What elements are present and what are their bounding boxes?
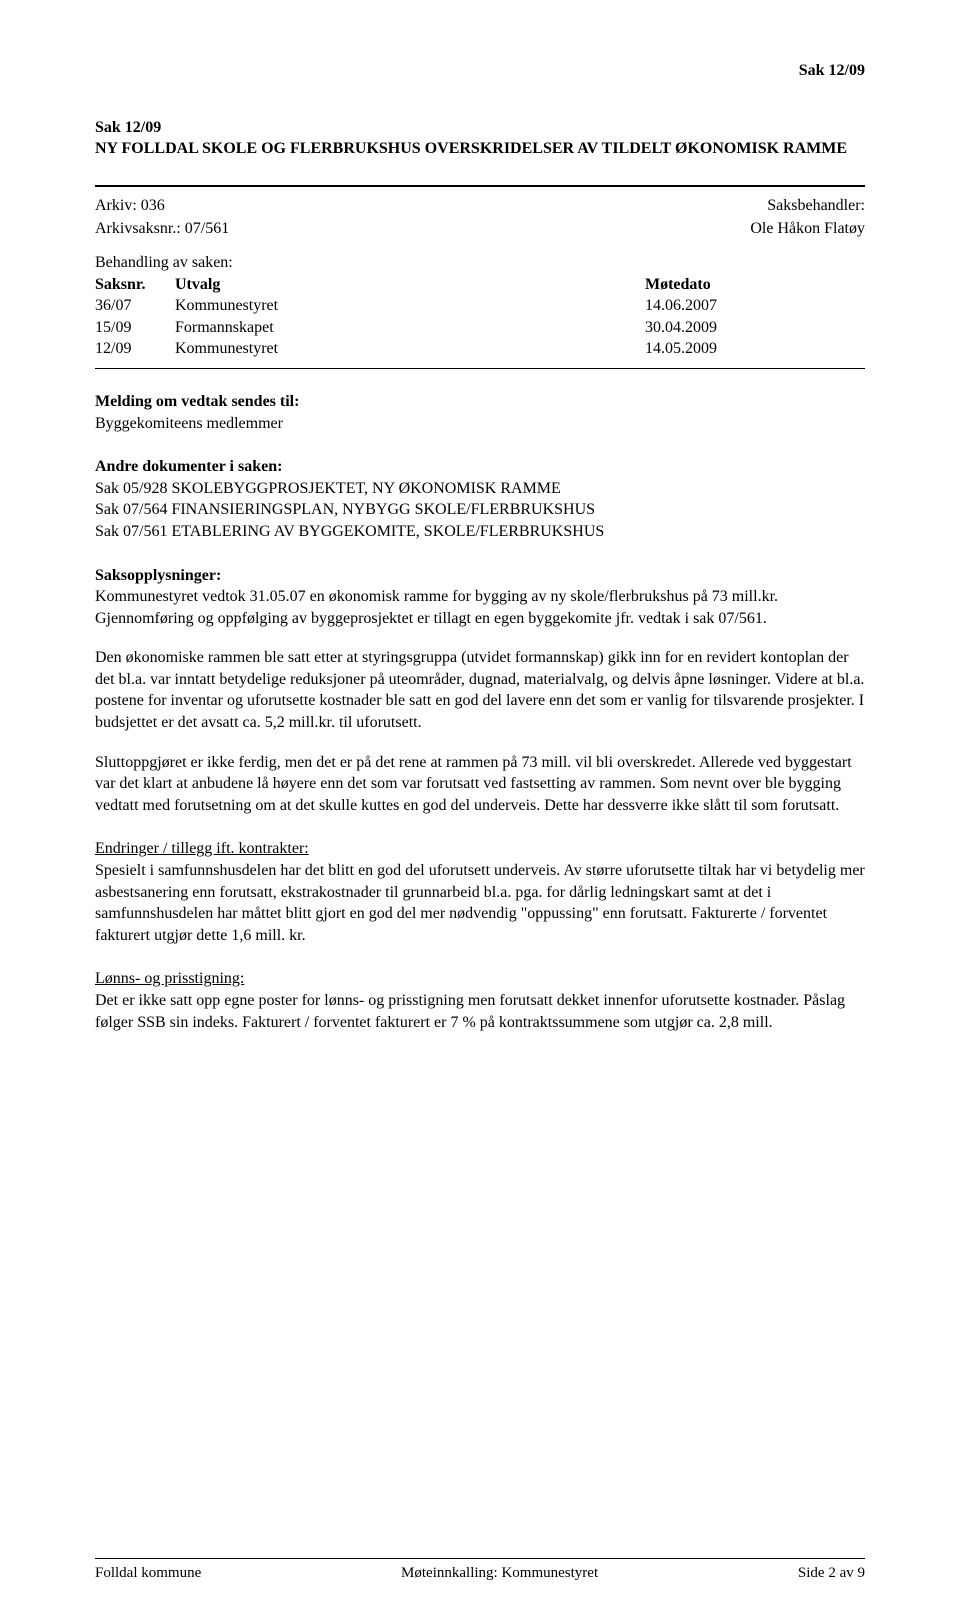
divider-thin <box>95 368 865 369</box>
col-utvalg-header: Utvalg <box>175 274 645 296</box>
lonns-heading: Lønns- og prisstigning: <box>95 968 865 990</box>
title-line-2: NY FOLLDAL SKOLE OG FLERBRUKSHUS OVERSKR… <box>95 138 865 160</box>
saksopplysninger-para-1: Kommunestyret vedtok 31.05.07 en økonomi… <box>95 586 865 629</box>
endringer-section: Endringer / tillegg ift. kontrakter: Spe… <box>95 838 865 946</box>
saksopplysninger-para-3: Sluttoppgjøret er ikke ferdig, men det e… <box>95 752 865 817</box>
lonns-para: Det er ikke satt opp egne poster for løn… <box>95 990 865 1033</box>
footer-row: Folldal kommune Møteinnkalling: Kommunes… <box>95 1563 865 1583</box>
endringer-heading: Endringer / tillegg ift. kontrakter: <box>95 838 865 860</box>
footer-right: Side 2 av 9 <box>798 1563 865 1583</box>
saksopplysninger-section: Saksopplysninger: Kommunestyret vedtok 3… <box>95 565 865 817</box>
table-row: 15/09 Formannskapet 30.04.2009 <box>95 317 865 339</box>
saksopplysninger-heading: Saksopplysninger: <box>95 565 865 587</box>
arkiv-label: Arkiv: 036 <box>95 195 165 217</box>
cell-utvalg: Formannskapet <box>175 317 645 339</box>
page-footer: Folldal kommune Møteinnkalling: Kommunes… <box>95 1558 865 1583</box>
arkivsaksnr-label: Arkivsaksnr.: 07/561 <box>95 218 229 240</box>
melding-heading: Melding om vedtak sendes til: <box>95 391 865 413</box>
behandling-section: Behandling av saken: Saksnr. Utvalg Møte… <box>95 252 865 360</box>
col-motedato-header: Møtedato <box>645 274 865 296</box>
cell-utvalg: Kommunestyret <box>175 295 645 317</box>
saksopplysninger-para-2: Den økonomiske rammen ble satt etter at … <box>95 647 865 733</box>
footer-divider <box>95 1558 865 1559</box>
meeting-table-header: Saksnr. Utvalg Møtedato <box>95 274 865 296</box>
lonns-section: Lønns- og prisstigning: Det er ikke satt… <box>95 968 865 1033</box>
cell-saksnr: 12/09 <box>95 338 175 360</box>
arkiv-row-1: Arkiv: 036 Saksbehandler: <box>95 195 865 217</box>
title-line-1: Sak 12/09 <box>95 117 865 139</box>
andre-dok-item: Sak 05/928 SKOLEBYGGPROSJEKTET, NY ØKONO… <box>95 478 865 500</box>
col-saksnr-header: Saksnr. <box>95 274 175 296</box>
behandling-header: Behandling av saken: <box>95 252 865 274</box>
footer-left: Folldal kommune <box>95 1563 201 1583</box>
melding-section: Melding om vedtak sendes til: Byggekomit… <box>95 391 865 434</box>
page-header-right: Sak 12/09 <box>95 60 865 82</box>
cell-dato: 14.06.2007 <box>645 295 865 317</box>
arkiv-row-2: Arkivsaksnr.: 07/561 Ole Håkon Flatøy <box>95 218 865 240</box>
cell-dato: 30.04.2009 <box>645 317 865 339</box>
andre-dok-item: Sak 07/564 FINANSIERINGSPLAN, NYBYGG SKO… <box>95 499 865 521</box>
andre-dok-heading: Andre dokumenter i saken: <box>95 456 865 478</box>
endringer-para: Spesielt i samfunnshusdelen har det blit… <box>95 860 865 946</box>
saksbehandler-label: Saksbehandler: <box>767 195 865 217</box>
melding-line: Byggekomiteens medlemmer <box>95 413 865 435</box>
table-row: 36/07 Kommunestyret 14.06.2007 <box>95 295 865 317</box>
cell-utvalg: Kommunestyret <box>175 338 645 360</box>
cell-saksnr: 36/07 <box>95 295 175 317</box>
divider-top <box>95 185 865 187</box>
andre-dok-item: Sak 07/561 ETABLERING AV BYGGEKOMITE, SK… <box>95 521 865 543</box>
andre-dokumenter-section: Andre dokumenter i saken: Sak 05/928 SKO… <box>95 456 865 542</box>
footer-center: Møteinnkalling: Kommunestyret <box>401 1563 598 1583</box>
document-title: Sak 12/09 NY FOLLDAL SKOLE OG FLERBRUKSH… <box>95 117 865 160</box>
cell-dato: 14.05.2009 <box>645 338 865 360</box>
table-row: 12/09 Kommunestyret 14.05.2009 <box>95 338 865 360</box>
cell-saksnr: 15/09 <box>95 317 175 339</box>
saksbehandler-name: Ole Håkon Flatøy <box>750 218 865 240</box>
